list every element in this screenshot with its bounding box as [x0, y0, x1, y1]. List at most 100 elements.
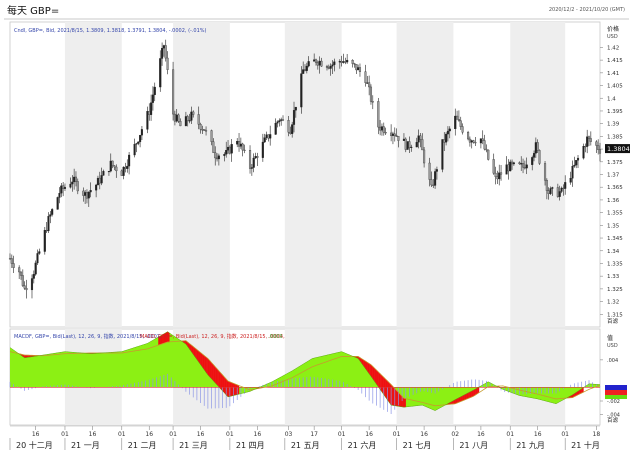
- candle-body: [509, 162, 511, 171]
- candle-body: [280, 120, 282, 121]
- candle-body: [99, 178, 101, 183]
- x-month-label: 21 七月: [403, 441, 432, 450]
- candle-body: [51, 209, 53, 214]
- candle-body: [95, 185, 97, 190]
- candle-body: [9, 258, 11, 259]
- candle-body: [447, 131, 449, 134]
- candle-body: [332, 65, 334, 66]
- candle-body: [249, 150, 251, 168]
- x-month-label: 21 三月: [179, 441, 208, 450]
- candle-body: [352, 60, 354, 63]
- candle-body: [256, 156, 258, 158]
- price-tick-label: 1.34: [607, 249, 620, 255]
- candle-body: [211, 131, 213, 142]
- candle-body: [535, 142, 537, 153]
- candle-body: [126, 166, 128, 169]
- candle-body: [60, 186, 62, 193]
- candle-body: [561, 188, 563, 191]
- candle-body: [372, 101, 374, 102]
- candle-body: [115, 167, 117, 171]
- candle-body: [539, 150, 541, 163]
- macd-axis-title: 值: [607, 334, 613, 342]
- candle-body: [496, 177, 498, 179]
- candle-body: [485, 149, 487, 150]
- candle-body: [82, 191, 84, 196]
- candle-body: [570, 178, 572, 182]
- candle-body: [392, 134, 394, 136]
- candle-body: [277, 122, 279, 123]
- candle-body: [403, 139, 405, 141]
- candle-body: [185, 116, 187, 125]
- candle-body: [18, 268, 20, 272]
- candle-body: [418, 136, 420, 142]
- candle-body: [495, 173, 497, 177]
- candle-body: [174, 114, 176, 121]
- macd-month-band: [510, 329, 565, 425]
- price-tick-label: 1.415: [607, 58, 623, 64]
- candle-body: [223, 154, 225, 155]
- candle-body: [511, 162, 513, 164]
- macd-level-marker-red: [605, 390, 627, 395]
- macd-diff-fill: [212, 363, 214, 381]
- candle-body: [176, 115, 178, 121]
- candle-body: [480, 139, 482, 143]
- candle-body: [473, 141, 475, 143]
- candle-body: [344, 61, 346, 62]
- candle-body: [269, 134, 271, 138]
- candle-body: [390, 133, 392, 136]
- candle-body: [559, 191, 561, 196]
- candle-body: [443, 139, 445, 142]
- price-tick-label: 1.365: [607, 185, 623, 191]
- candle-body: [500, 173, 502, 174]
- price-tick-label: 1.335: [607, 261, 623, 267]
- price-scale-label: 百滤: [607, 317, 619, 325]
- candle-body: [546, 180, 548, 191]
- candle-body: [262, 142, 264, 158]
- candle-body: [410, 147, 412, 148]
- macd-tick-label: .004: [607, 358, 618, 364]
- price-tick-label: 1.375: [607, 160, 623, 166]
- x-day-label: 01: [561, 431, 569, 438]
- macd-scale-label: 百滤: [607, 416, 619, 424]
- price-tick-label: 1.36: [607, 198, 620, 204]
- candle-body: [101, 175, 103, 183]
- candle-body: [583, 146, 585, 158]
- candle-body: [289, 132, 291, 134]
- candle-body: [24, 286, 26, 289]
- candle-body: [278, 121, 280, 122]
- x-month-label: 21 五月: [291, 441, 320, 450]
- candle-body: [365, 72, 367, 83]
- candle-body: [238, 141, 240, 146]
- candle-body: [293, 110, 295, 124]
- candle-body: [57, 197, 59, 209]
- candle-body: [434, 171, 436, 185]
- x-day-label: 16: [420, 431, 428, 438]
- candle-body: [187, 116, 189, 120]
- macd-axis-unit: USD: [607, 343, 618, 349]
- candle-body: [445, 134, 447, 142]
- macd-diff-fill: [208, 358, 210, 376]
- candle-body: [139, 135, 141, 142]
- price-tick-label: 1.4: [607, 96, 616, 102]
- candle-body: [326, 66, 328, 67]
- candle-body: [513, 163, 515, 164]
- candle-body: [421, 139, 423, 150]
- candle-body: [244, 150, 246, 151]
- price-month-band: [510, 22, 565, 327]
- price-tick-label: 1.385: [607, 134, 623, 140]
- candle-body: [456, 116, 458, 119]
- candle-body: [73, 177, 75, 182]
- candle-body: [33, 274, 35, 278]
- candle-body: [308, 61, 310, 66]
- candle-body: [264, 138, 266, 142]
- candle-body: [321, 61, 323, 66]
- candle-body: [136, 144, 138, 145]
- candle-body: [255, 156, 257, 158]
- candle-body: [423, 150, 425, 163]
- candle-body: [37, 253, 39, 263]
- candle-body: [84, 192, 86, 195]
- candle-body: [544, 163, 546, 180]
- x-day-label: 16: [534, 431, 542, 438]
- candle-body: [537, 142, 539, 150]
- x-month-label: 21 一月: [71, 441, 100, 450]
